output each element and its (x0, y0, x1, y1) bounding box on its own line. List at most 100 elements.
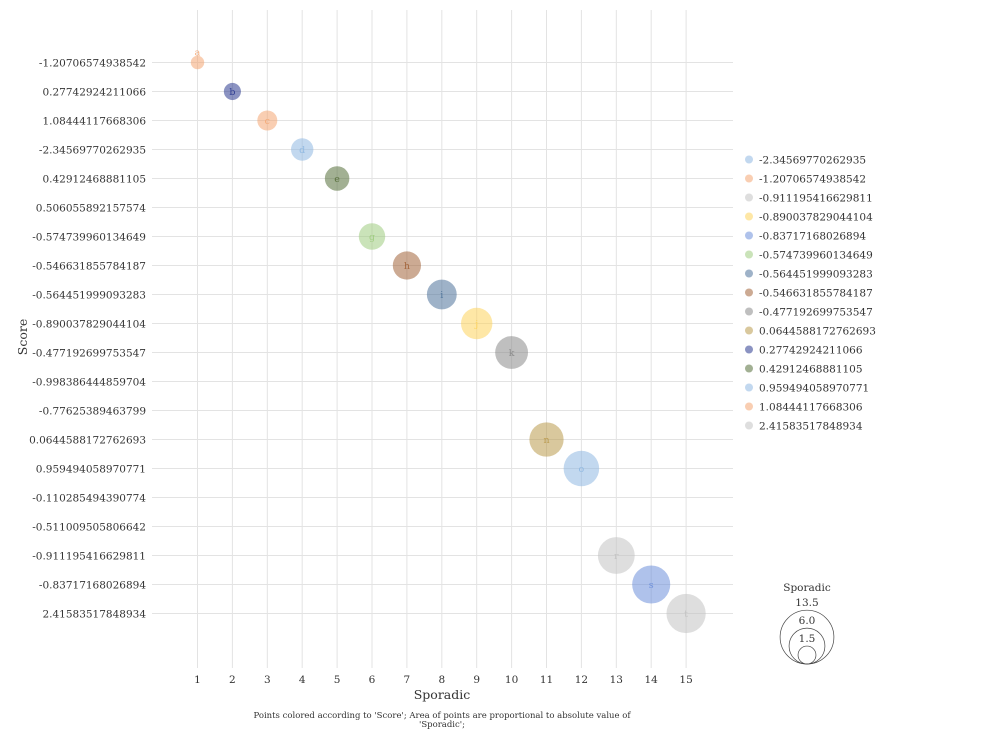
data-point-c (257, 110, 278, 131)
x-tick-label: 7 (404, 674, 411, 686)
y-tick-label: -0.564451999093283 (32, 289, 146, 301)
legend-swatch (745, 155, 753, 164)
y-tick-label: 0.0644588172762693 (29, 434, 146, 446)
y-tick-label: -0.546631855784187 (32, 260, 146, 272)
legend-entry: 2.41583517848934 (759, 420, 863, 432)
x-tick-label: 4 (299, 674, 306, 686)
size-legend-value: 1.5 (799, 633, 816, 645)
data-label-o: o (579, 464, 585, 475)
legend: -2.34569770262935 -1.20706574938542 -0.911… (745, 154, 876, 432)
data-label-r: r (614, 551, 619, 562)
data-point-k (495, 336, 529, 369)
legend-swatch (745, 307, 753, 316)
legend-swatch (745, 231, 753, 240)
legend-swatch (745, 326, 753, 335)
legend-entry: -0.564451999093283 (759, 268, 873, 280)
y-tick-label: -0.890037829044104 (32, 318, 146, 330)
legend-swatch (745, 193, 753, 202)
legend-swatch (745, 402, 753, 411)
legend-entry: -0.911195416629811 (759, 192, 873, 204)
x-tick-label: 5 (334, 674, 341, 686)
y-tick-label: 0.42912468881105 (42, 173, 146, 185)
data-label-h: h (404, 261, 410, 272)
x-tick-label: 13 (610, 674, 623, 686)
data-label-n: n (543, 435, 549, 446)
legend-swatch (745, 383, 753, 392)
legend-entry: 0.0644588172762693 (759, 325, 876, 337)
data-point-e (324, 166, 350, 191)
y-tick-label: 2.41583517848934 (42, 608, 146, 620)
data-label-a: a (195, 48, 201, 59)
legend-swatch (745, 345, 753, 354)
y-tick-label: -0.574739960134649 (32, 231, 146, 243)
size-legend: Sporadic 13.5 6.0 1.5 (779, 582, 835, 665)
legend-entry: 0.42912468881105 (759, 363, 863, 375)
data-point-o (563, 450, 600, 487)
size-legend-title: Sporadic (783, 582, 831, 594)
size-legend-value: 6.0 (799, 615, 816, 627)
data-label-j: j (474, 319, 478, 330)
data-label-k: k (509, 348, 515, 359)
y-tick-label: -0.110285494390774 (32, 492, 146, 504)
y-tick-label: -1.20706574938542 (39, 57, 146, 69)
data-point-s (632, 565, 671, 604)
data-label-t: t (684, 609, 688, 620)
data-point-g (358, 223, 386, 250)
caption-line-1: Points colored according to 'Score'; Are… (253, 711, 631, 721)
legend-swatch (745, 421, 753, 430)
x-tick-label: 15 (679, 674, 692, 686)
data-point-h (392, 251, 422, 280)
data-label-i: i (440, 290, 443, 301)
x-tick-label: 12 (575, 674, 588, 686)
data-label-g: g (369, 232, 375, 243)
size-legend-value: 13.5 (795, 597, 818, 609)
legend-swatch (745, 250, 753, 259)
y-tick-label: -2.34569770262935 (39, 144, 146, 156)
x-tick-label: 1 (194, 674, 201, 686)
data-label-c: c (265, 116, 270, 127)
data-point-i (426, 279, 457, 310)
legend-swatch (745, 288, 753, 297)
legend-swatch (745, 174, 753, 183)
data-point-n (529, 422, 564, 457)
data-point-t (666, 593, 706, 634)
data-label-b: b (229, 87, 235, 98)
y-tick-label: 0.506055892157574 (36, 202, 147, 214)
data-label-d: d (299, 145, 305, 156)
legend-entry: -0.83717168026894 (759, 230, 866, 242)
y-tick-label: 0.27742924211066 (42, 86, 146, 98)
data-label-e: e (334, 174, 340, 185)
y-tick-label: 1.08444117668306 (42, 115, 146, 127)
y-tick-label: -0.511009505806642 (32, 521, 146, 533)
data-points: a b c d e g h i j k n o r s t (190, 48, 706, 634)
data-point-b (223, 82, 241, 101)
legend-swatch (745, 212, 753, 221)
y-tick-labels: -1.20706574938542 0.27742924211066 1.08444… (29, 57, 146, 620)
legend-entry: 0.959494058970771 (759, 382, 869, 394)
x-tick-label: 10 (505, 674, 518, 686)
x-tick-label: 9 (473, 674, 480, 686)
legend-swatch (745, 269, 753, 278)
x-tick-label: 6 (369, 674, 376, 686)
y-tick-label: 0.959494058970771 (36, 463, 146, 475)
x-tick-label: 8 (438, 674, 445, 686)
y-tick-label: -0.83717168026894 (39, 579, 146, 591)
caption-line-2: 'Sporadic'; (419, 720, 465, 730)
y-tick-label: -0.911195416629811 (32, 550, 146, 562)
data-label-s: s (649, 580, 654, 591)
legend-entry: -0.890037829044104 (759, 211, 873, 223)
x-tick-label: 14 (645, 674, 659, 686)
data-point-d (291, 138, 314, 161)
x-tick-labels: 1 2 3 4 5 6 7 8 9 10 11 12 13 14 15 (194, 674, 693, 686)
x-axis-title: Sporadic (414, 687, 471, 702)
legend-entry: 0.27742924211066 (759, 344, 863, 356)
y-tick-label: -0.77625389463799 (39, 405, 146, 417)
legend-entry: -0.546631855784187 (759, 287, 873, 299)
legend-entry: -0.477192699753547 (759, 306, 873, 318)
y-tick-label: -0.477192699753547 (32, 347, 146, 359)
size-legend-circle (797, 645, 817, 665)
legend-entry: -0.574739960134649 (759, 249, 873, 261)
x-tick-label: 2 (229, 674, 236, 686)
data-point-r (597, 537, 635, 574)
